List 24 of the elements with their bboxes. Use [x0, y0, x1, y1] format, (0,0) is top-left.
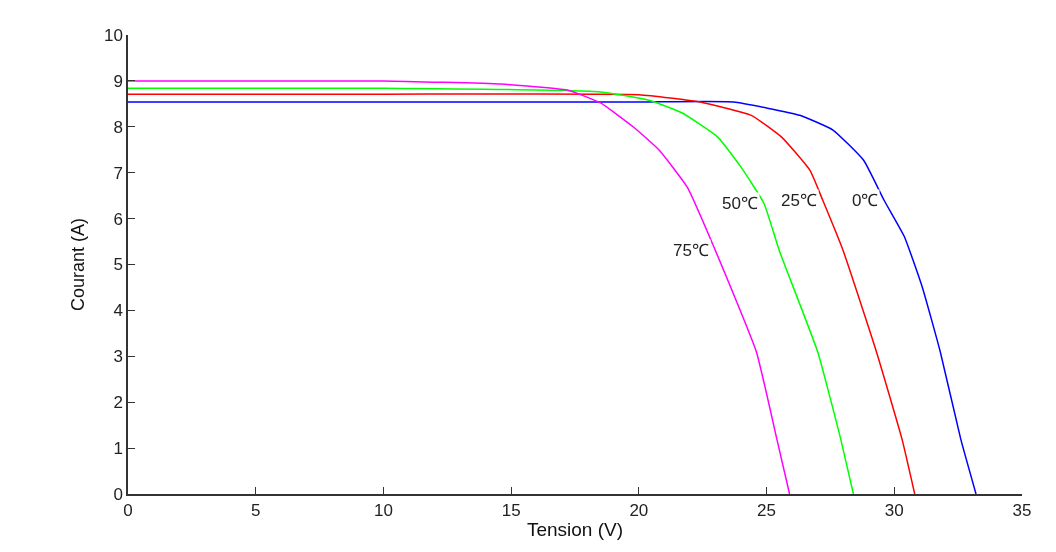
series-label: 75℃	[673, 241, 709, 260]
x-tick-label: 20	[629, 501, 649, 521]
x-axis-title: Tension (V)	[526, 519, 624, 541]
x-tick-label: 15	[501, 501, 521, 521]
series-label: 0℃	[852, 191, 879, 210]
y-tick-label: 8	[113, 117, 123, 137]
y-tick-label: 6	[113, 209, 123, 229]
x-tick-label: 5	[250, 501, 261, 521]
x-tick-label: 10	[373, 501, 393, 521]
x-tick-label: 25	[757, 501, 777, 521]
series-label: 50℃	[722, 194, 758, 213]
y-tick-label: 9	[113, 71, 123, 91]
y-tick-label: 2	[113, 393, 123, 413]
x-tick-label: 30	[884, 501, 904, 521]
x-tick-label: 35	[1012, 501, 1032, 521]
y-tick-label: 3	[113, 347, 123, 367]
y-tick-label: 1	[113, 439, 123, 459]
y-tick-label: 7	[113, 163, 123, 183]
y-tick-label: 5	[113, 255, 123, 275]
series-label: 25℃	[781, 191, 817, 210]
y-tick-label: 4	[113, 301, 123, 321]
y-axis-title: Courant (A)	[67, 217, 88, 312]
y-tick-label: 0	[113, 484, 123, 504]
y-tick-label: 10	[103, 25, 123, 45]
